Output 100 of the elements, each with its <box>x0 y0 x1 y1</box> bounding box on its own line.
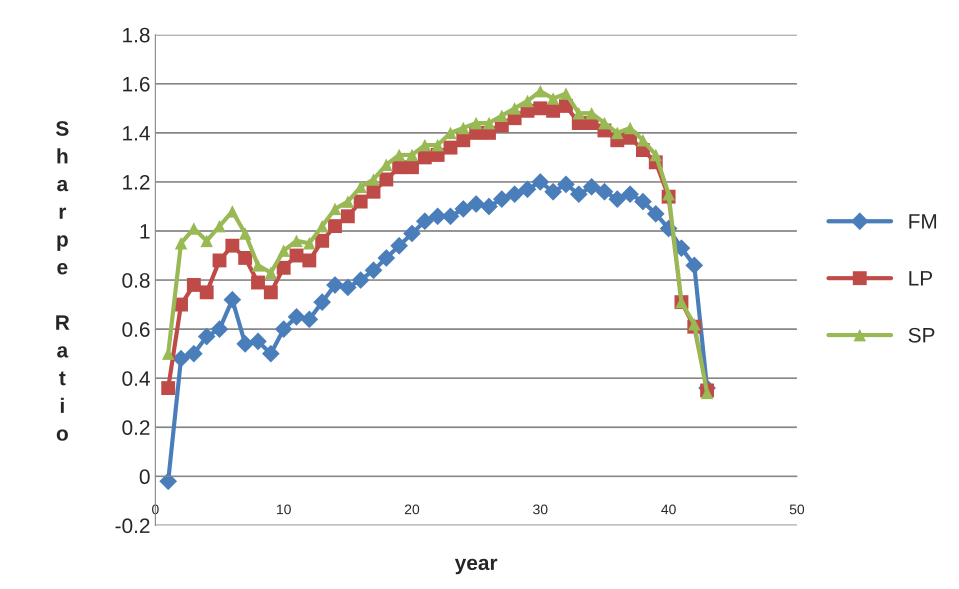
point <box>302 254 316 268</box>
point <box>533 101 548 116</box>
point <box>352 271 370 289</box>
point <box>521 94 534 108</box>
point <box>534 84 547 98</box>
point <box>366 184 380 199</box>
point <box>406 148 418 162</box>
point <box>274 320 293 338</box>
point <box>252 259 264 272</box>
x-tick-label: 20 <box>404 504 420 514</box>
text: Sharpe Ratio <box>56 121 70 441</box>
y-tick-label: 0.8 <box>122 273 150 288</box>
point <box>290 248 304 262</box>
point <box>506 185 524 204</box>
point <box>161 381 176 395</box>
point <box>650 148 662 162</box>
point <box>198 328 216 346</box>
point <box>251 276 265 290</box>
legend-label: LP <box>909 271 932 286</box>
point <box>560 87 572 100</box>
point <box>238 251 252 265</box>
y-tick-label: 1.4 <box>123 126 150 140</box>
point <box>634 192 652 210</box>
point <box>377 249 396 267</box>
y-tick-label: 1 <box>140 224 150 239</box>
point <box>300 310 318 328</box>
point <box>224 290 242 309</box>
y-tick-label: 0.4 <box>122 371 150 386</box>
point <box>456 133 470 148</box>
point <box>646 204 665 223</box>
point <box>379 172 394 186</box>
point <box>557 176 575 194</box>
point <box>236 335 254 353</box>
point <box>470 116 482 130</box>
point <box>316 220 328 232</box>
point <box>354 194 368 209</box>
point <box>340 209 355 224</box>
x-tick-label: 30 <box>533 504 548 514</box>
x-tick-label: 50 <box>790 504 804 514</box>
point <box>611 126 624 140</box>
point <box>200 285 214 300</box>
point <box>328 219 342 234</box>
point <box>238 227 252 240</box>
x-tick-label: 40 <box>661 504 676 514</box>
point <box>277 244 290 257</box>
point <box>392 148 406 162</box>
point <box>431 138 444 152</box>
legend-label: FM <box>909 214 936 229</box>
y-tick-label: 0 <box>140 469 150 484</box>
point <box>444 140 458 155</box>
point <box>225 238 240 253</box>
legend-label: SP <box>908 328 934 343</box>
point <box>288 308 306 326</box>
x-axis-title: year <box>454 558 498 574</box>
y-tick-label: -0.2 <box>116 518 150 534</box>
point <box>364 261 382 280</box>
point <box>685 256 704 274</box>
point <box>186 278 201 292</box>
point <box>480 198 498 216</box>
point <box>518 180 536 198</box>
y-tick-label: 0.2 <box>122 420 150 436</box>
point <box>328 202 342 216</box>
y-tick-label: 1.2 <box>123 174 150 190</box>
point <box>428 207 446 226</box>
y-tick-label: 1.8 <box>123 28 150 43</box>
point <box>185 344 203 363</box>
point <box>210 320 228 338</box>
point <box>303 237 316 250</box>
point <box>467 195 485 213</box>
point <box>367 173 380 186</box>
point <box>570 185 588 204</box>
point <box>290 234 303 248</box>
point <box>264 266 278 279</box>
point <box>264 285 278 300</box>
point <box>598 116 611 130</box>
point <box>249 332 267 350</box>
point <box>621 185 639 204</box>
point <box>596 182 614 201</box>
point <box>662 188 675 200</box>
point <box>482 116 496 130</box>
y-tick-label: 0.6 <box>122 322 150 337</box>
point <box>200 234 213 248</box>
point <box>418 138 432 152</box>
point <box>276 260 291 275</box>
point <box>315 234 330 248</box>
point <box>416 212 434 230</box>
point <box>585 107 598 120</box>
point <box>313 293 332 311</box>
point <box>405 160 419 174</box>
point <box>403 224 421 242</box>
x-tick-label: 10 <box>277 504 291 514</box>
point <box>546 92 560 105</box>
point <box>342 195 354 208</box>
point <box>531 173 550 191</box>
y-tick-label: 1.6 <box>123 76 150 92</box>
point <box>338 278 357 296</box>
point <box>496 109 508 122</box>
point <box>454 200 472 218</box>
point <box>608 190 626 208</box>
point <box>544 182 562 201</box>
